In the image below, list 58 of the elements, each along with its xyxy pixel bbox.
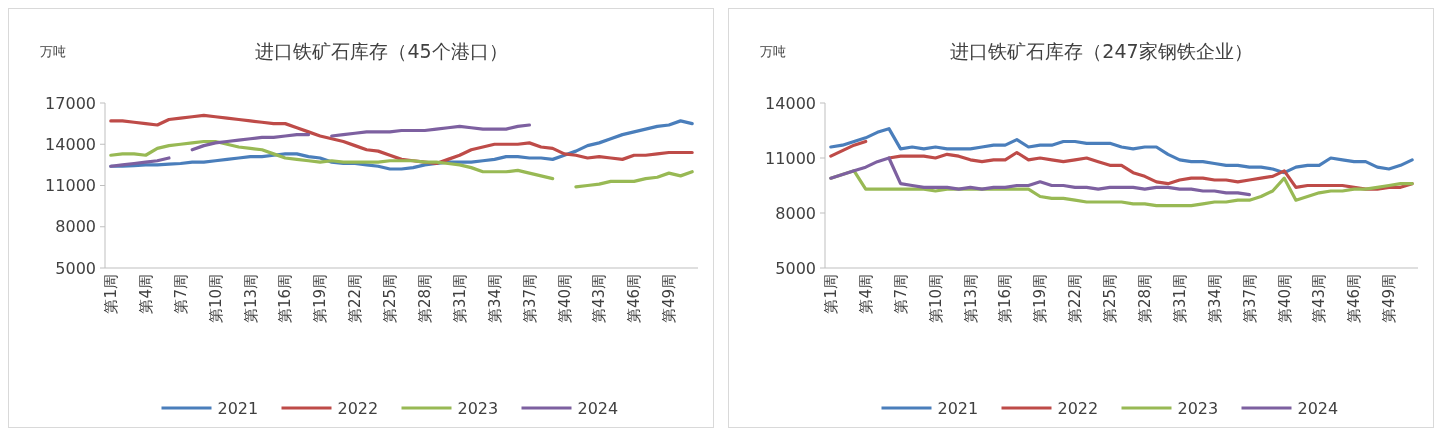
x-tick-label: 第13周	[241, 274, 260, 324]
chart-title: 进口铁矿石库存（45个港口）	[255, 40, 508, 62]
x-tick-label: 第34周	[1205, 274, 1224, 324]
x-tick-label: 第31周	[1170, 274, 1189, 324]
x-tick-label: 第10周	[926, 274, 945, 324]
x-tick-label: 第13周	[961, 274, 980, 324]
x-tick-label: 第49周	[660, 274, 679, 324]
x-tick-label: 第25周	[381, 274, 400, 324]
x-tick-label: 第16周	[996, 274, 1015, 324]
x-tick-label: 第31周	[450, 274, 469, 324]
legend-label: 2023	[457, 398, 499, 418]
chart-title: 进口铁矿石库存（247家钢铁企业）	[950, 40, 1253, 62]
y-tick-label: 8000	[775, 203, 816, 223]
x-tick-label: 第28周	[416, 274, 434, 324]
legend-label: 2021	[217, 398, 259, 418]
legend-label: 2024	[1297, 398, 1339, 418]
x-tick-label: 第4周	[856, 274, 875, 314]
line-series	[109, 113, 694, 166]
legend-label: 2024	[577, 398, 619, 418]
x-tick-label: 第22周	[1066, 274, 1085, 324]
y-tick-label: 5000	[55, 258, 96, 278]
x-tick-label: 第28周	[1136, 274, 1154, 324]
x-tick-label: 第7周	[891, 274, 910, 314]
x-tick-label: 第4周	[136, 274, 155, 314]
x-tick-label: 第49周	[1380, 274, 1399, 324]
x-tick-label: 第37周	[1240, 274, 1259, 324]
x-tick-label: 第1周	[102, 274, 121, 314]
x-tick-label: 第16周	[276, 274, 295, 324]
y-tick-label: 14000	[765, 93, 816, 113]
x-tick-label: 第1周	[822, 274, 841, 314]
y-tick-label: 11000	[765, 148, 816, 168]
y-tick-label: 5000	[775, 258, 816, 278]
x-tick-label: 第34周	[485, 274, 504, 324]
y-tick-label: 11000	[45, 176, 96, 196]
legend-label: 2023	[1177, 398, 1219, 418]
x-tick-label: 第22周	[346, 274, 365, 324]
y-axis-title: 万吨	[760, 44, 786, 59]
x-tick-label: 第46周	[1345, 274, 1364, 324]
legend-label: 2021	[937, 398, 979, 418]
x-tick-label: 第10周	[206, 274, 225, 324]
y-tick-label: 17000	[45, 93, 96, 113]
x-tick-label: 第37周	[520, 274, 539, 324]
x-tick-label: 第40周	[1275, 274, 1294, 324]
x-tick-label: 第40周	[555, 274, 574, 324]
y-tick-label: 14000	[45, 134, 96, 154]
line-series	[829, 127, 1414, 175]
x-tick-label: 第19周	[1031, 274, 1050, 324]
legend-label: 2022	[337, 398, 379, 418]
x-tick-label: 第25周	[1101, 274, 1120, 324]
x-tick-label: 第7周	[171, 274, 190, 314]
x-tick-label: 第43周	[590, 274, 609, 324]
legend-label: 2022	[1057, 398, 1099, 418]
y-tick-label: 8000	[55, 217, 96, 237]
y-axis-title: 万吨	[40, 44, 66, 59]
x-tick-label: 第46周	[625, 274, 644, 324]
line-series	[829, 156, 1251, 197]
x-tick-label: 第43周	[1310, 274, 1329, 324]
x-tick-label: 第19周	[311, 274, 330, 324]
